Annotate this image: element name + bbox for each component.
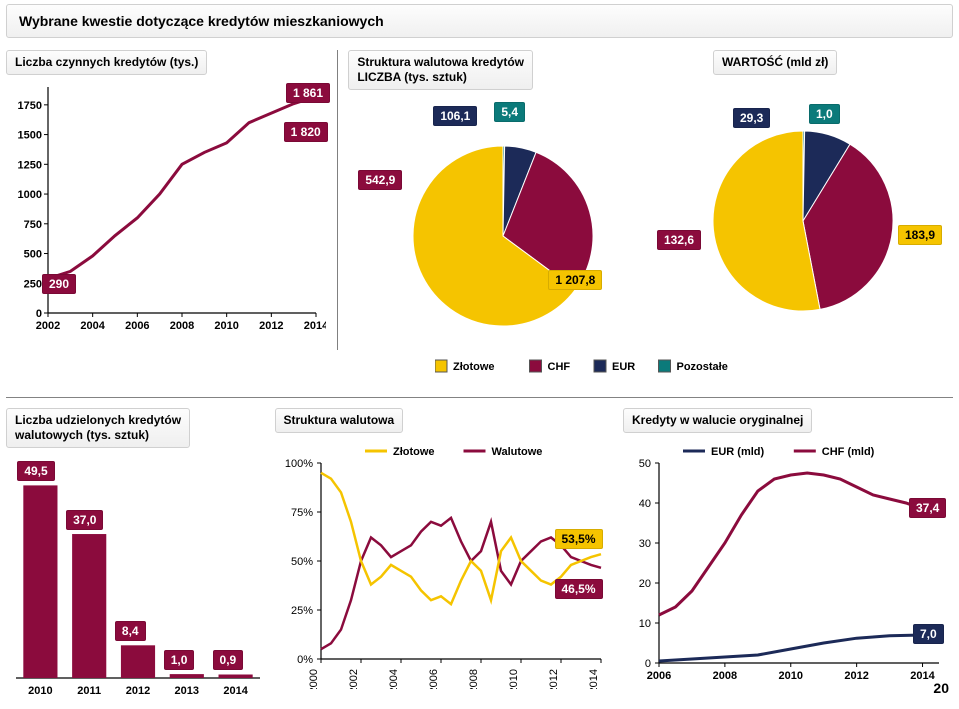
pie-legend: Złotowe CHF EUR Pozostałe [330, 356, 959, 383]
svg-text:2011: 2011 [77, 685, 101, 697]
svg-text:2010: 2010 [28, 685, 52, 697]
svg-text:2002: 2002 [36, 320, 60, 332]
top-value-badge: 1 861 [286, 83, 330, 103]
svg-text:25%: 25% [290, 605, 312, 617]
svg-text:2014: 2014 [910, 670, 935, 682]
svg-text:2014: 2014 [304, 320, 326, 332]
pie-count-chart [348, 96, 648, 326]
svg-text:EUR (mld): EUR (mld) [711, 446, 765, 458]
eur-end-badge: 7,0 [913, 624, 944, 644]
bar-label-2011: 37,0 [66, 510, 103, 530]
svg-text:1250: 1250 [18, 159, 42, 171]
bar-label-2013: 1,0 [164, 650, 195, 670]
svg-text:2010: 2010 [214, 320, 238, 332]
svg-text:EUR: EUR [612, 361, 635, 373]
active-loans-panel: Liczba czynnych kredytów (tys.) 0 250 500 7… [6, 50, 326, 346]
svg-text:100%: 100% [284, 458, 312, 470]
svg-text:0: 0 [36, 308, 42, 320]
pie-value-title: WARTOŚĆ (mld zł) [713, 50, 837, 75]
svg-text:Złotowe: Złotowe [393, 446, 435, 458]
svg-text:40: 40 [639, 498, 651, 510]
svg-text:2012: 2012 [259, 320, 283, 332]
svg-text:75%: 75% [290, 507, 312, 519]
svg-text:2014: 2014 [223, 685, 248, 697]
svg-text:CHF (mld): CHF (mld) [822, 446, 875, 458]
struct-title: Struktura walutowa [275, 408, 404, 433]
fx-bar-panel: Liczba udzielonych kredytówwalutowych (t… [6, 408, 266, 709]
pie-badge-chf: 542,9 [358, 170, 402, 190]
bar-label-2012: 8,4 [115, 621, 146, 641]
svg-text:2000: 2000 [308, 669, 320, 689]
svg-text:0: 0 [645, 658, 651, 670]
svg-text:500: 500 [24, 249, 42, 261]
svg-text:Złotowe: Złotowe [453, 361, 495, 373]
svg-text:2006: 2006 [125, 320, 149, 332]
bottom-row: Liczba udzielonych kredytówwalutowych (t… [0, 408, 959, 709]
svg-text:2004: 2004 [388, 669, 400, 689]
pie-value-panel: WARTOŚĆ (mld zł) 183,9 132,6 29,3 1,0 [653, 50, 953, 316]
start-value-badge: 290 [42, 274, 76, 294]
svg-text:2012: 2012 [844, 670, 868, 682]
svg-text:20: 20 [639, 578, 651, 590]
end-value-badge: 1 820 [284, 122, 328, 142]
svg-text:2012: 2012 [126, 685, 150, 697]
page-number: 20 [933, 680, 949, 696]
svg-text:2002: 2002 [348, 669, 360, 689]
svg-text:30: 30 [639, 538, 651, 550]
pie-badge-pozostałe: 5,4 [494, 102, 525, 122]
svg-text:50: 50 [639, 458, 651, 470]
svg-text:750: 750 [24, 219, 42, 231]
svg-text:1500: 1500 [18, 130, 42, 142]
page-title: Wybrane kwestie dotyczące kredytów miesz… [6, 4, 953, 38]
walutowe-end-badge: 46,5% [555, 579, 603, 599]
svg-text:2006: 2006 [647, 670, 671, 682]
svg-text:1750: 1750 [18, 100, 42, 112]
bar-label-2010: 49,5 [17, 461, 54, 481]
svg-text:2012: 2012 [548, 669, 560, 689]
svg-text:50%: 50% [290, 556, 312, 568]
pie-badge-eur: 29,3 [733, 108, 770, 128]
pie-badge-pozostałe: 1,0 [809, 104, 840, 124]
svg-text:2006: 2006 [428, 669, 440, 689]
top-row: Liczba czynnych kredytów (tys.) 0 250 500 7… [0, 50, 959, 350]
pie-count-title: Struktura walutowa kredytówLICZBA (tys. … [348, 50, 533, 90]
fx-line-title: Kredyty w walucie oryginalnej [623, 408, 812, 433]
pie-badge-złotowe: 183,9 [898, 225, 942, 245]
fx-line-chart: EUR (mld) CHF (mld) 0 10 20 30 40 50 2006 2008 201… [623, 439, 953, 689]
svg-text:2008: 2008 [170, 320, 194, 332]
svg-text:1000: 1000 [18, 189, 42, 201]
svg-text:2013: 2013 [175, 685, 199, 697]
struct-chart: Złotowe Walutowe 0% 25% 50% 75% 100% 2000 2002 20… [275, 439, 615, 689]
svg-text:Pozostałe: Pozostałe [676, 361, 727, 373]
svg-text:10: 10 [639, 618, 651, 630]
svg-text:2010: 2010 [779, 670, 803, 682]
struct-panel: Struktura walutowa Złotowe Walutowe 0% 25% 5… [275, 408, 615, 694]
svg-text:2008: 2008 [468, 669, 480, 689]
svg-text:CHF: CHF [547, 361, 570, 373]
svg-text:250: 250 [24, 278, 42, 290]
svg-text:2008: 2008 [713, 670, 737, 682]
active-loans-title: Liczba czynnych kredytów (tys.) [6, 50, 207, 75]
pie-badge-złotowe: 1 207,8 [548, 270, 602, 290]
fx-line-panel: Kredyty w walucie oryginalnej EUR (mld) C… [623, 408, 953, 694]
bar-label-2014: 0,9 [213, 650, 244, 670]
vertical-divider [337, 50, 338, 350]
section-divider [6, 397, 953, 398]
pie-badge-eur: 106,1 [433, 106, 477, 126]
zlotowe-end-badge: 53,5% [555, 529, 603, 549]
active-loans-chart: 0 250 500 750 1000 1250 1500 1750 2002 2004 2006 20… [6, 81, 326, 341]
pie-value-chart [653, 81, 953, 311]
svg-text:Walutowe: Walutowe [491, 446, 542, 458]
pie-count-panel: Struktura walutowa kredytówLICZBA (tys. … [348, 50, 648, 331]
svg-text:0%: 0% [297, 654, 313, 666]
svg-text:2010: 2010 [508, 669, 520, 689]
chf-end-badge: 37,4 [909, 498, 946, 518]
svg-text:2004: 2004 [80, 320, 105, 332]
svg-text:2014: 2014 [588, 669, 600, 689]
fx-bar-title: Liczba udzielonych kredytówwalutowych (t… [6, 408, 190, 448]
pie-badge-chf: 132,6 [657, 230, 701, 250]
